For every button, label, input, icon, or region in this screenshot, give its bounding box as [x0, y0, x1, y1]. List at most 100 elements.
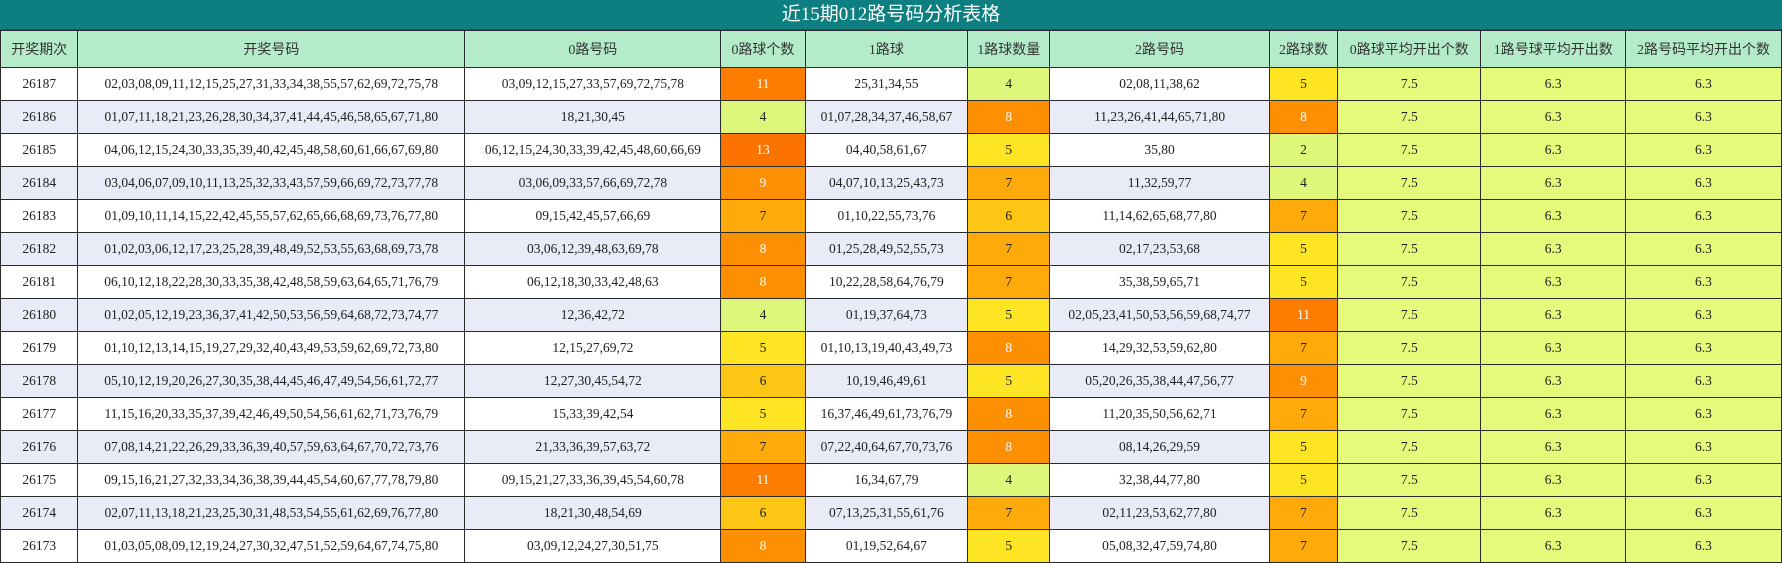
period-cell: 26181 [0, 265, 79, 299]
route0-average-cell: 7.5 [1337, 67, 1482, 101]
header-route2-numbers: 2路号码 [1049, 30, 1270, 68]
route0-average-cell: 7.5 [1337, 166, 1482, 200]
route0-count-cell: 11 [720, 463, 806, 497]
route2-average-cell: 6.3 [1624, 463, 1782, 497]
route2-numbers-cell: 14,29,32,53,59,62,80 [1049, 331, 1270, 365]
route1-average-cell: 6.3 [1480, 265, 1626, 299]
draw-numbers-cell: 06,10,12,18,22,28,30,33,35,38,42,48,58,5… [77, 265, 466, 299]
route0-numbers-cell: 03,06,09,33,57,66,69,72,78 [464, 166, 722, 200]
route1-numbers-cell: 01,10,22,55,73,76 [804, 199, 969, 233]
route1-numbers-cell: 10,19,46,49,61 [804, 364, 969, 398]
route0-count-cell: 5 [720, 331, 806, 365]
route2-count-cell: 7 [1268, 529, 1339, 563]
route2-average-cell: 6.3 [1624, 232, 1782, 266]
header-route1-numbers: 1路球 [804, 30, 969, 68]
route0-count-cell: 7 [720, 199, 806, 233]
route2-count-cell: 4 [1268, 166, 1339, 200]
route0-numbers-cell: 06,12,18,30,33,42,48,63 [464, 265, 722, 299]
route0-count-cell: 5 [720, 397, 806, 431]
header-route2-count: 2路球数 [1268, 30, 1339, 68]
route0-average-cell: 7.5 [1337, 463, 1482, 497]
header-route1-count: 1路球数量 [967, 30, 1051, 68]
table-row: 26176 07,08,14,21,22,26,29,33,36,39,40,57… [0, 430, 1782, 464]
route0-numbers-cell: 09,15,21,27,33,36,39,45,54,60,78 [464, 463, 722, 497]
header-route0-count: 0路球个数 [720, 30, 806, 68]
route2-count-cell: 7 [1268, 199, 1339, 233]
route1-count-cell: 7 [967, 232, 1051, 266]
route2-numbers-cell: 11,14,62,65,68,77,80 [1049, 199, 1270, 233]
draw-numbers-cell: 01,10,12,13,14,15,19,27,29,32,40,43,49,5… [77, 331, 466, 365]
route1-numbers-cell: 04,40,58,61,67 [804, 133, 969, 167]
table-row: 26181 06,10,12,18,22,28,30,33,35,38,42,48… [0, 265, 1782, 299]
period-cell: 26174 [0, 496, 79, 530]
route1-average-cell: 6.3 [1480, 463, 1626, 497]
route0-numbers-cell: 06,12,15,24,30,33,39,42,45,48,60,66,69 [464, 133, 722, 167]
route1-average-cell: 6.3 [1480, 331, 1626, 365]
route0-average-cell: 7.5 [1337, 100, 1482, 134]
route1-count-cell: 8 [967, 397, 1051, 431]
route1-average-cell: 6.3 [1480, 199, 1626, 233]
draw-numbers-cell: 01,09,10,11,14,15,22,42,45,55,57,62,65,6… [77, 199, 466, 233]
route2-average-cell: 6.3 [1624, 430, 1782, 464]
route1-average-cell: 6.3 [1480, 397, 1626, 431]
route2-count-cell: 8 [1268, 100, 1339, 134]
route1-numbers-cell: 07,13,25,31,55,61,76 [804, 496, 969, 530]
table-row: 26185 04,06,12,15,24,30,33,35,39,40,42,45… [0, 133, 1782, 167]
route2-numbers-cell: 02,11,23,53,62,77,80 [1049, 496, 1270, 530]
route1-average-cell: 6.3 [1480, 100, 1626, 134]
route0-count-cell: 8 [720, 529, 806, 563]
route1-count-cell: 7 [967, 166, 1051, 200]
route0-count-cell: 8 [720, 265, 806, 299]
period-cell: 26183 [0, 199, 79, 233]
table-row: 26177 11,15,16,20,33,35,37,39,42,46,49,50… [0, 397, 1782, 431]
route0-average-cell: 7.5 [1337, 331, 1482, 365]
route1-count-cell: 5 [967, 133, 1051, 167]
route0-average-cell: 7.5 [1337, 265, 1482, 299]
route1-average-cell: 6.3 [1480, 232, 1626, 266]
route1-average-cell: 6.3 [1480, 298, 1626, 332]
route1-count-cell: 8 [967, 331, 1051, 365]
route2-numbers-cell: 11,23,26,41,44,65,71,80 [1049, 100, 1270, 134]
route0-average-cell: 7.5 [1337, 199, 1482, 233]
route0-average-cell: 7.5 [1337, 529, 1482, 563]
route1-count-cell: 4 [967, 67, 1051, 101]
route2-numbers-cell: 11,20,35,50,56,62,71 [1049, 397, 1270, 431]
route2-numbers-cell: 11,32,59,77 [1049, 166, 1270, 200]
route0-numbers-cell: 09,15,42,45,57,66,69 [464, 199, 722, 233]
route2-average-cell: 6.3 [1624, 265, 1782, 299]
header-route2-average: 2路号码平均开出个数 [1624, 30, 1782, 68]
route0-count-cell: 4 [720, 100, 806, 134]
draw-numbers-cell: 01,02,03,06,12,17,23,25,28,39,48,49,52,5… [77, 232, 466, 266]
route2-average-cell: 6.3 [1624, 100, 1782, 134]
route0-numbers-cell: 12,36,42,72 [464, 298, 722, 332]
route2-numbers-cell: 02,05,23,41,50,53,56,59,68,74,77 [1049, 298, 1270, 332]
route0-numbers-cell: 03,09,12,24,27,30,51,75 [464, 529, 722, 563]
header-row: 开奖期次 开奖号码 0路号码 0路球个数 1路球 1路球数量 2路号码 2路球数… [0, 30, 1782, 68]
period-cell: 26179 [0, 331, 79, 365]
period-cell: 26185 [0, 133, 79, 167]
route0-count-cell: 8 [720, 232, 806, 266]
route1-count-cell: 4 [967, 463, 1051, 497]
route0-numbers-cell: 18,21,30,48,54,69 [464, 496, 722, 530]
draw-numbers-cell: 03,04,06,07,09,10,11,13,25,32,33,43,57,5… [77, 166, 466, 200]
draw-numbers-cell: 04,06,12,15,24,30,33,35,39,40,42,45,48,5… [77, 133, 466, 167]
route2-count-cell: 7 [1268, 331, 1339, 365]
route0-numbers-cell: 12,27,30,45,54,72 [464, 364, 722, 398]
route2-numbers-cell: 02,17,23,53,68 [1049, 232, 1270, 266]
period-cell: 26177 [0, 397, 79, 431]
route1-numbers-cell: 16,37,46,49,61,73,76,79 [804, 397, 969, 431]
route2-count-cell: 2 [1268, 133, 1339, 167]
route2-numbers-cell: 35,38,59,65,71 [1049, 265, 1270, 299]
route0-average-cell: 7.5 [1337, 430, 1482, 464]
route1-average-cell: 6.3 [1480, 496, 1626, 530]
route2-numbers-cell: 05,20,26,35,38,44,47,56,77 [1049, 364, 1270, 398]
route1-numbers-cell: 01,19,52,64,67 [804, 529, 969, 563]
route1-count-cell: 5 [967, 298, 1051, 332]
draw-numbers-cell: 02,03,08,09,11,12,15,25,27,31,33,34,38,5… [77, 67, 466, 101]
route1-numbers-cell: 10,22,28,58,64,76,79 [804, 265, 969, 299]
draw-numbers-cell: 07,08,14,21,22,26,29,33,36,39,40,57,59,6… [77, 430, 466, 464]
route1-numbers-cell: 04,07,10,13,25,43,73 [804, 166, 969, 200]
route2-average-cell: 6.3 [1624, 199, 1782, 233]
table-row: 26179 01,10,12,13,14,15,19,27,29,32,40,43… [0, 331, 1782, 365]
route2-average-cell: 6.3 [1624, 397, 1782, 431]
